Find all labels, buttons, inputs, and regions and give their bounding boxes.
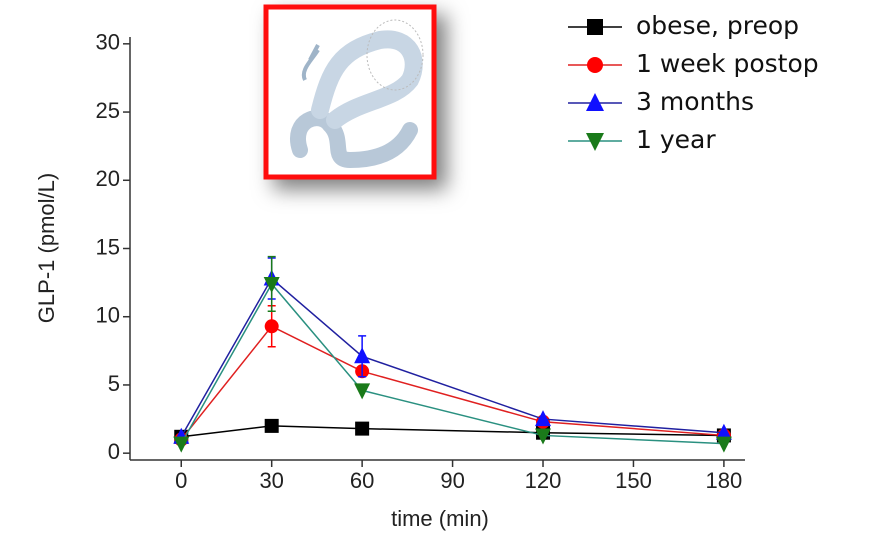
- x-tick-label: 150: [615, 468, 652, 493]
- marker: [354, 383, 371, 400]
- series-line: [181, 425, 724, 438]
- x-tick-label: 120: [525, 468, 562, 493]
- marker: [535, 428, 552, 445]
- y-tick-label: 5: [108, 371, 120, 396]
- marker: [587, 57, 603, 73]
- y-tick-label: 25: [96, 98, 120, 123]
- y-tick-label: 10: [96, 303, 120, 328]
- marker: [715, 423, 732, 440]
- legend-label: 3 months: [636, 87, 754, 116]
- marker: [355, 421, 370, 436]
- marker: [535, 410, 552, 427]
- x-tick-label: 0: [175, 468, 187, 493]
- x-tick-label: 180: [706, 468, 743, 493]
- legend-label: obese, preop: [636, 11, 799, 40]
- marker: [587, 19, 603, 35]
- x-axis-label: time (min): [391, 506, 489, 531]
- y-axis-label: GLP-1 (pmol/L): [34, 173, 59, 323]
- series-line: [180, 282, 724, 445]
- marker: [354, 347, 371, 364]
- legend-label: 1 week postop: [636, 49, 819, 78]
- y-tick-label: 20: [96, 166, 120, 191]
- marker: [586, 93, 604, 111]
- y-tick-label: 0: [108, 439, 120, 464]
- y-tick-label: 15: [96, 234, 120, 259]
- legend-label: 1 year: [636, 125, 716, 154]
- marker: [173, 436, 190, 453]
- inset-image: [263, 4, 437, 180]
- marker: [715, 436, 732, 453]
- marker: [586, 133, 604, 151]
- y-tick-label: 30: [96, 30, 120, 55]
- marker: [264, 418, 279, 433]
- x-tick-label: 90: [440, 468, 464, 493]
- x-tick-label: 60: [350, 468, 374, 493]
- series-line: [180, 325, 724, 441]
- x-tick-label: 30: [259, 468, 283, 493]
- marker: [264, 319, 279, 334]
- marker: [263, 276, 280, 293]
